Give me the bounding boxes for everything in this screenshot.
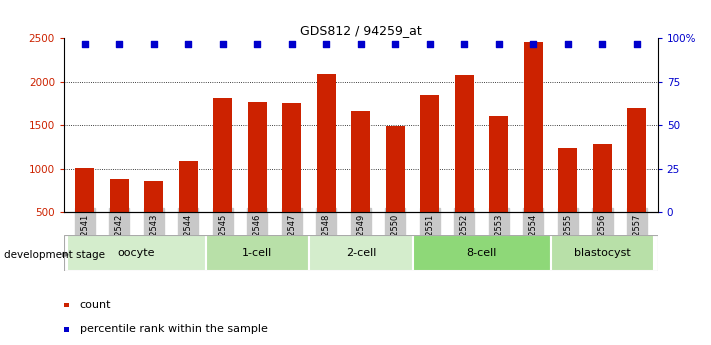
Point <box>424 41 436 47</box>
Bar <box>412 235 551 271</box>
Bar <box>248 102 267 256</box>
Point <box>390 41 401 47</box>
Bar <box>386 126 405 256</box>
Text: 1-cell: 1-cell <box>242 248 272 258</box>
Text: development stage: development stage <box>4 250 105 259</box>
Bar <box>317 74 336 256</box>
Point <box>148 41 159 47</box>
Bar <box>205 235 309 271</box>
Point <box>79 41 90 47</box>
Point <box>114 41 125 47</box>
Text: oocyte: oocyte <box>118 248 155 258</box>
Bar <box>455 76 474 256</box>
Bar <box>213 98 232 256</box>
Bar <box>593 144 612 256</box>
Bar <box>628 108 646 256</box>
Point <box>252 41 263 47</box>
Point <box>493 41 505 47</box>
Point <box>183 41 194 47</box>
Text: blastocyst: blastocyst <box>574 248 631 258</box>
Bar <box>109 179 129 256</box>
Text: 8-cell: 8-cell <box>466 248 497 258</box>
Bar <box>420 96 439 256</box>
Bar <box>351 111 370 256</box>
Bar <box>75 168 94 256</box>
Title: GDS812 / 94259_at: GDS812 / 94259_at <box>300 24 422 37</box>
Bar <box>489 116 508 256</box>
Point <box>597 41 608 47</box>
Bar <box>68 235 205 271</box>
Bar <box>282 103 301 256</box>
Text: percentile rank within the sample: percentile rank within the sample <box>80 325 267 334</box>
Point <box>321 41 332 47</box>
Bar <box>558 148 577 256</box>
Bar <box>309 235 412 271</box>
Point <box>355 41 367 47</box>
Bar <box>524 42 543 256</box>
Point <box>528 41 539 47</box>
Point <box>459 41 470 47</box>
Point <box>217 41 228 47</box>
Text: count: count <box>80 300 111 310</box>
Point <box>286 41 297 47</box>
Point <box>562 41 574 47</box>
Bar <box>144 181 164 256</box>
Text: 2-cell: 2-cell <box>346 248 376 258</box>
Point <box>631 41 643 47</box>
Bar <box>551 235 654 271</box>
Bar <box>178 161 198 256</box>
